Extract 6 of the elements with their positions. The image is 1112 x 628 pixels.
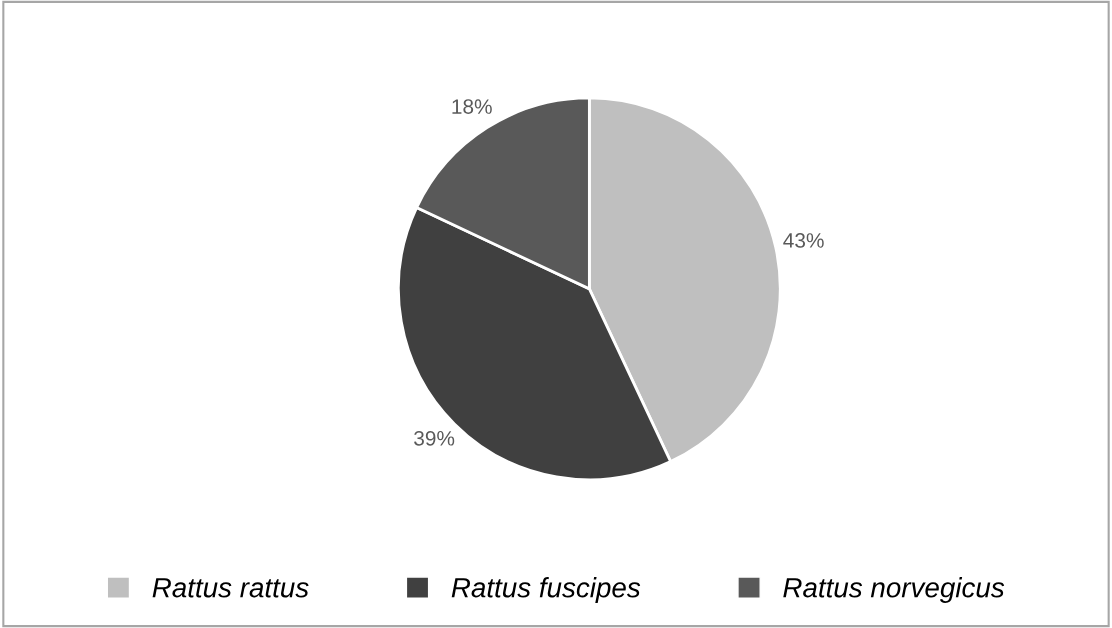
legend-label: Rattus rattus — [152, 578, 309, 598]
data-label: 18% — [452, 99, 492, 114]
data-label: 43% — [783, 233, 824, 248]
legend-label: Rattus fuscipes — [451, 577, 641, 603]
legend-label: Rattus norvegicus — [783, 577, 1005, 603]
data-label: 39% — [414, 430, 455, 446]
